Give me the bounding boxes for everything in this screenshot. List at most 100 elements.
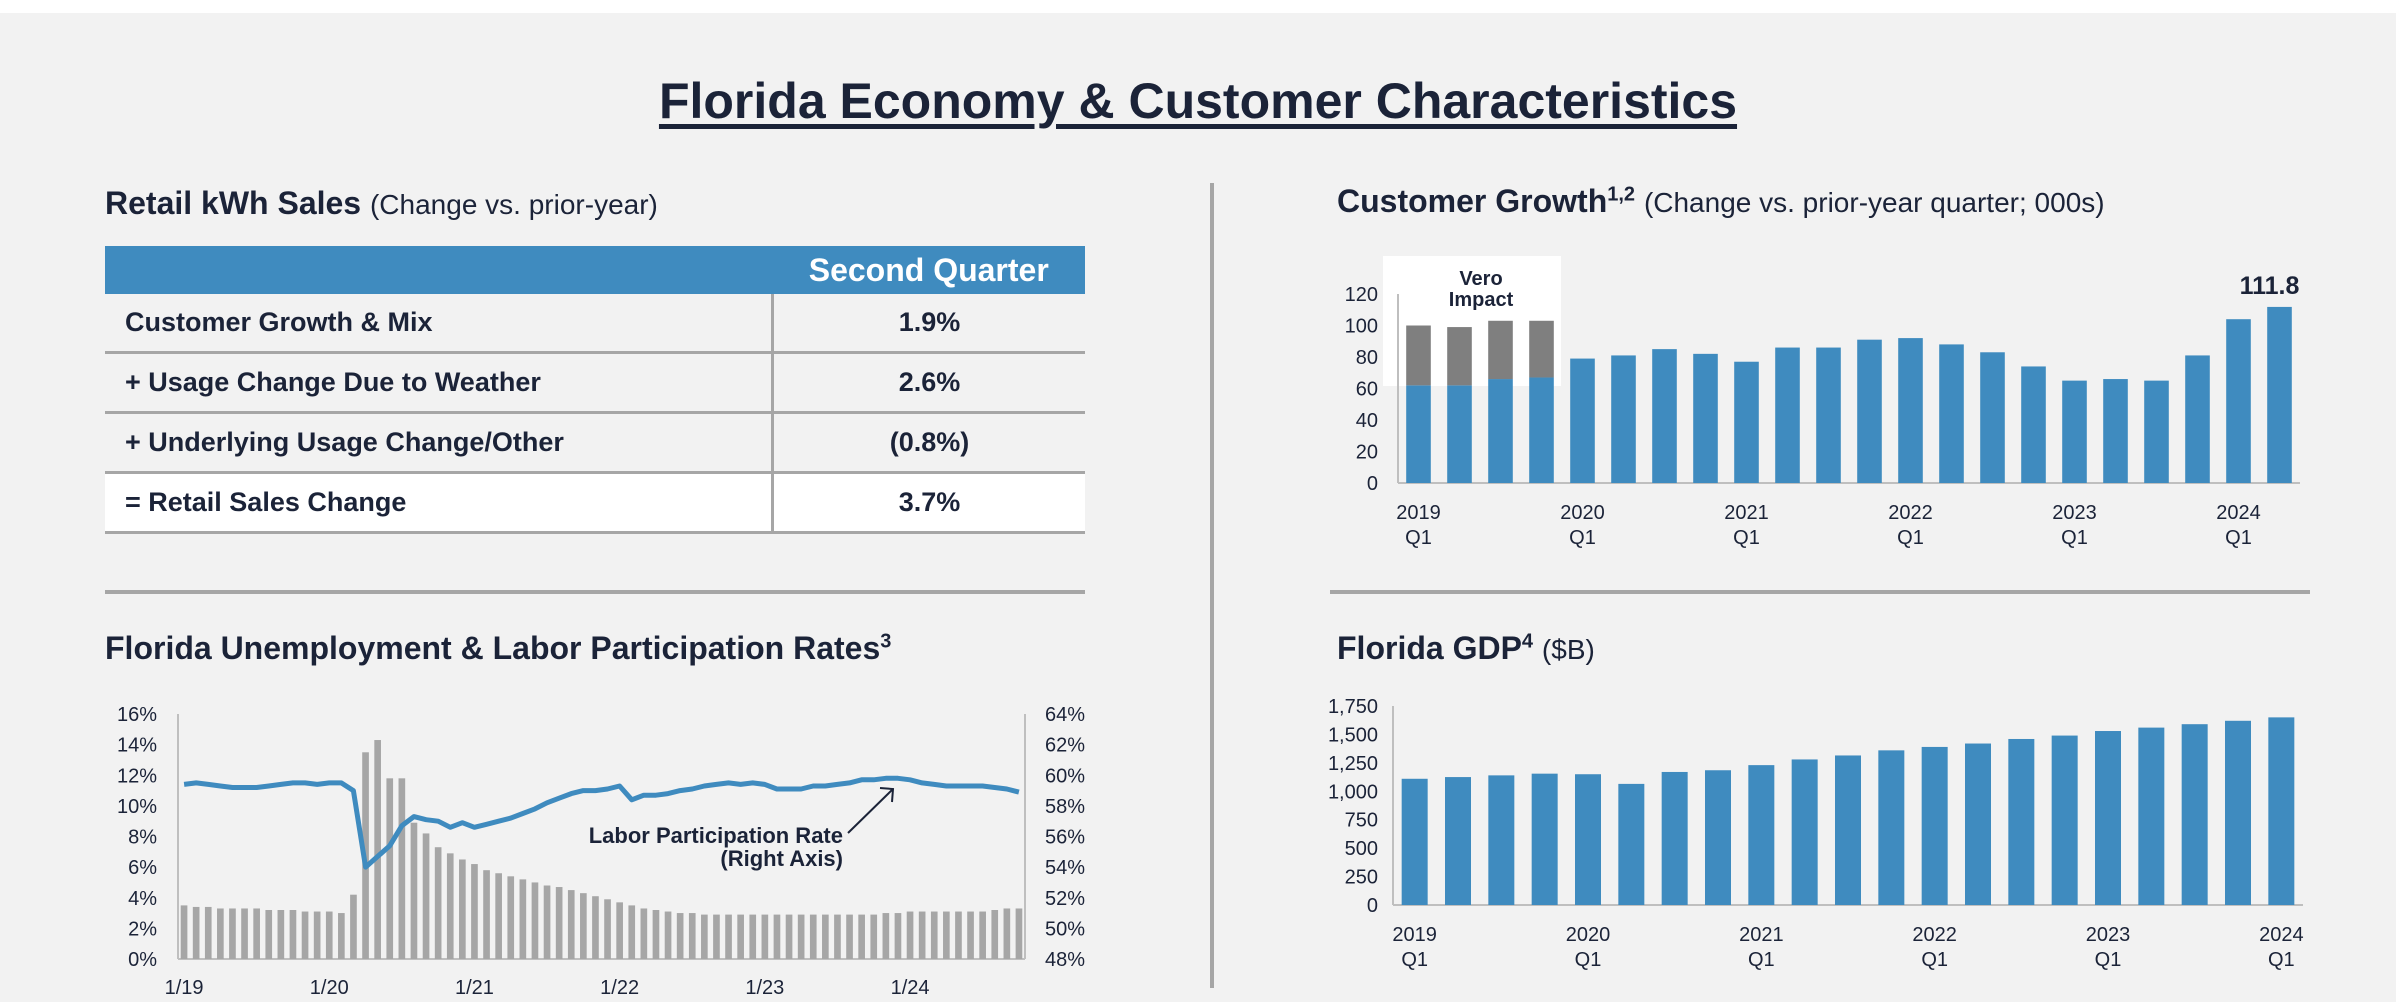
unemployment-bar (338, 913, 345, 959)
unemployment-bar (325, 911, 333, 959)
row-value: 3.7% (772, 472, 1085, 534)
x-tick-quarter: Q1 (1569, 527, 1596, 549)
table-row: Customer Growth & Mix 1.9% (105, 294, 1085, 354)
bar (2225, 720, 2251, 905)
x-tick-year: 2024 (2216, 502, 2261, 524)
unemployment-bar (664, 911, 672, 959)
x-tick-quarter: Q1 (1401, 949, 1428, 971)
unemployment-bar (834, 914, 841, 959)
unemployment-bar (350, 894, 357, 959)
bar (2021, 366, 2046, 483)
bar (1661, 771, 1688, 905)
x-tick-quarter: Q1 (1921, 949, 1948, 971)
unemployment-bar (471, 864, 478, 959)
bar (1965, 743, 1991, 905)
x-tick-label: 1/24 (891, 977, 930, 999)
bar (2051, 735, 2078, 905)
line-annotation-2: (Right Axis) (720, 846, 843, 871)
x-tick-quarter: Q1 (1575, 949, 1602, 971)
top-band (0, 0, 2396, 13)
bar (1488, 379, 1513, 483)
bar (1857, 339, 1882, 483)
right-tick-label: 62% (1045, 735, 1085, 757)
x-tick-label: 1/21 (455, 977, 494, 999)
unemployment-bar (519, 879, 527, 959)
bar (1447, 385, 1472, 483)
y-tick-label: 100 (1345, 316, 1378, 338)
table-total-row: = Retail Sales Change 3.7% (105, 472, 1085, 534)
unemployment-bar (204, 906, 212, 959)
unemployment-bar (459, 859, 466, 959)
bar (1488, 775, 1515, 905)
bar (1445, 777, 1471, 905)
unemployment-title: Florida Unemployment & Labor Participati… (105, 630, 891, 667)
unemployment-bar (180, 905, 188, 959)
left-section-divider (105, 590, 1085, 594)
x-tick-quarter: Q1 (1405, 527, 1432, 549)
row-value: (0.8%) (772, 412, 1085, 474)
right-tick-label: 64% (1045, 704, 1085, 726)
unemployment-bar (713, 914, 720, 959)
right-tick-label: 52% (1045, 888, 1085, 910)
unemployment-bar (374, 740, 381, 959)
left-tick-label: 12% (117, 765, 157, 787)
left-tick-label: 0% (128, 949, 157, 971)
left-tick-label: 16% (117, 704, 157, 726)
vero-bar (1447, 327, 1472, 386)
bar (1401, 778, 1428, 905)
row-value: 2.6% (772, 352, 1085, 414)
annotation-arrow-head (879, 787, 895, 803)
bar (1693, 353, 1718, 483)
customer-growth-title-text: Customer Growth (1337, 183, 1608, 219)
y-tick-label: 80 (1356, 347, 1378, 369)
x-tick-quarter: Q1 (2095, 949, 2122, 971)
x-tick-quarter: Q1 (2268, 949, 2295, 971)
vero-bar (1406, 325, 1431, 386)
y-tick-label: 0 (1367, 473, 1378, 495)
bar (2008, 738, 2035, 905)
x-tick-year: 2020 (1560, 502, 1605, 524)
column-header: Second Quarter (772, 246, 1085, 294)
unemployment-bar (1015, 908, 1023, 959)
x-tick-quarter: Q1 (1748, 949, 1775, 971)
x-tick-quarter: Q1 (1897, 527, 1924, 549)
unemployment-bar (386, 778, 394, 959)
retail-sales-table: Second Quarter Customer Growth & Mix 1.9… (105, 246, 1085, 534)
unemployment-bar (822, 914, 829, 959)
unemployment-bar (640, 908, 648, 959)
x-tick-quarter: Q1 (1733, 527, 1760, 549)
unemployment-bar (701, 914, 708, 959)
unemployment-bar (737, 914, 744, 959)
unemployment-bar (773, 914, 781, 959)
right-tick-label: 58% (1045, 796, 1085, 818)
bar (2226, 319, 2251, 483)
gdp-subtitle: ($B) (1541, 634, 1595, 665)
bar (1775, 347, 1800, 483)
unemployment-bar (991, 910, 999, 959)
unemployment-bar (555, 887, 563, 959)
data-label: 111.8 (2240, 272, 2300, 300)
right-tick-label: 50% (1045, 918, 1085, 940)
x-tick-label: 1/22 (600, 977, 639, 999)
y-tick-label: 750 (1345, 810, 1378, 832)
unemployment-bar (507, 876, 515, 959)
gdp-title-text: Florida GDP (1337, 630, 1522, 666)
unemployment-bar (846, 914, 853, 959)
bar (1748, 765, 1775, 905)
x-tick-year: 2023 (2086, 924, 2131, 946)
y-tick-label: 0 (1367, 895, 1378, 917)
x-tick-year: 2019 (1396, 502, 1441, 524)
x-tick-label: 1/23 (745, 977, 784, 999)
y-tick-label: 1,000 (1328, 781, 1378, 803)
retail-sales-header-row: Second Quarter (105, 246, 1085, 294)
unemployment-footnote: 3 (880, 630, 892, 653)
unemployment-bar (277, 910, 285, 959)
y-tick-label: 1,500 (1328, 724, 1378, 746)
unemployment-bar (906, 911, 914, 959)
vero-bar (1529, 320, 1554, 378)
left-tick-label: 10% (117, 796, 157, 818)
unemployment-bar (495, 873, 502, 959)
bar (1878, 750, 1905, 905)
bar (1898, 338, 1923, 483)
